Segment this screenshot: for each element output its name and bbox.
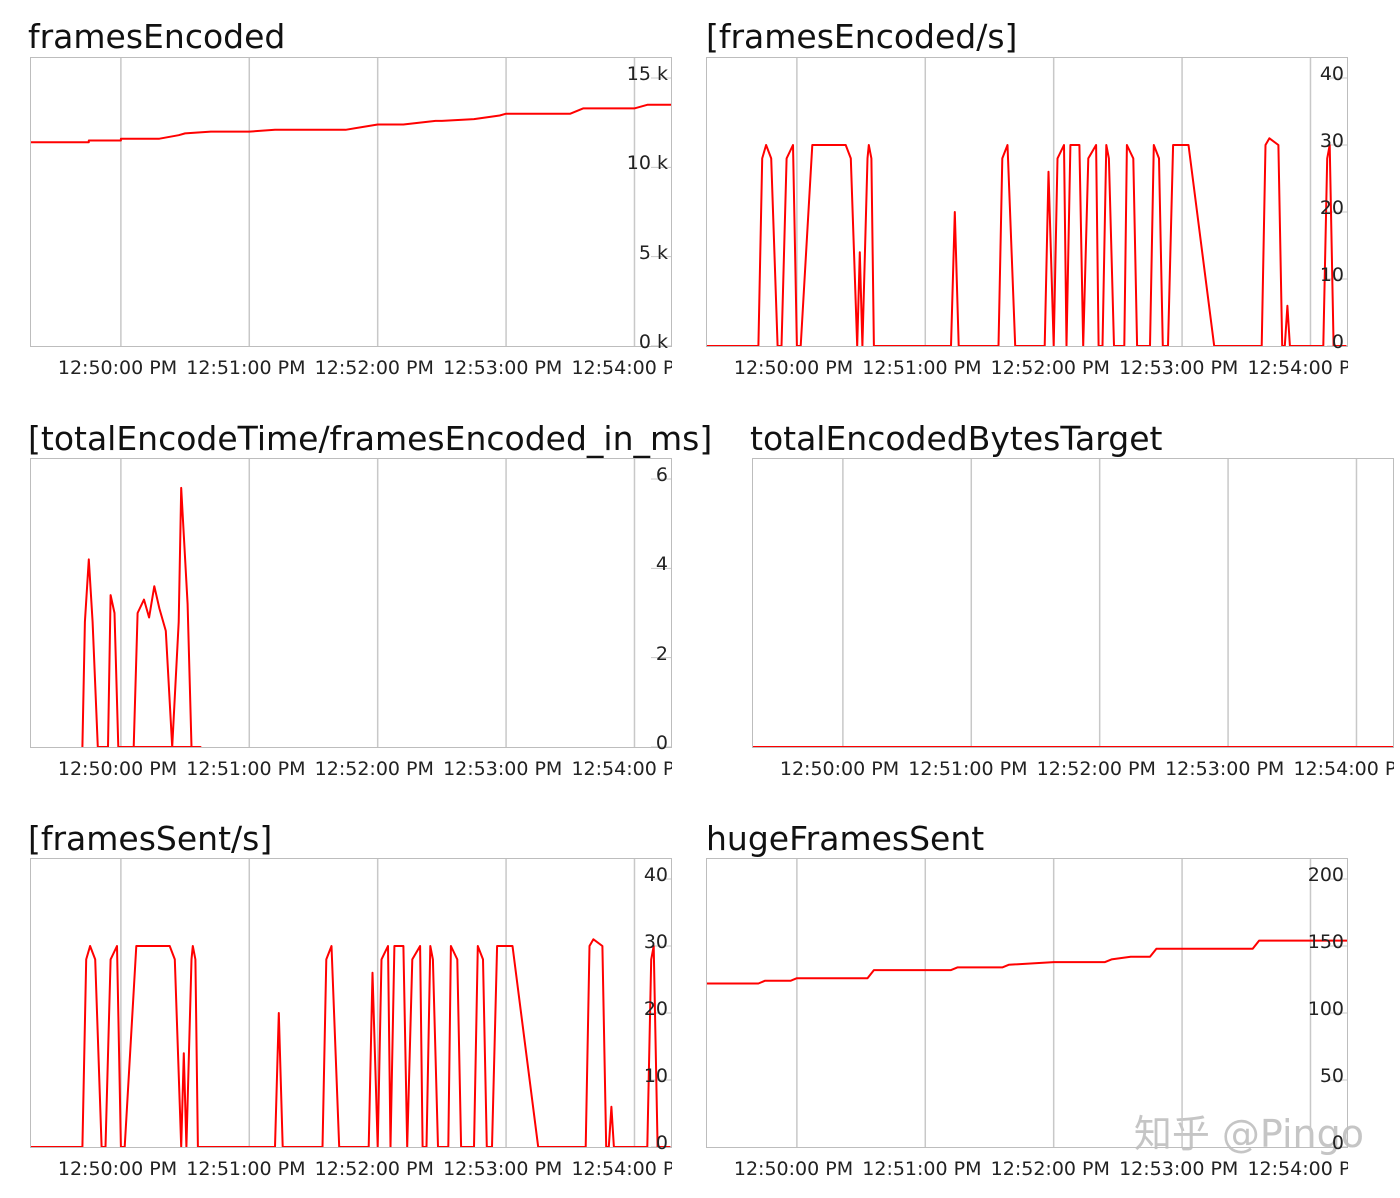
xtick-label: 12:50:00 PM: [57, 1160, 178, 1179]
series-line: [31, 938, 671, 1147]
ytick-label: 10: [1319, 264, 1344, 286]
chart-svg: [81, 459, 671, 747]
xtick-label: 12:50:00 PM: [733, 359, 854, 378]
series-line: [81, 486, 202, 747]
chart-svg: [707, 58, 1347, 346]
ytick-label: 200: [1307, 864, 1344, 886]
xtick-label: 12:53:00 PM: [1165, 760, 1285, 779]
xtick-label: 12:51:00 PM: [862, 359, 982, 378]
chart-title: totalEncodedBytesTarget: [750, 419, 1163, 458]
chart-svg: [31, 859, 671, 1147]
chart-title: framesEncoded: [28, 17, 286, 56]
xtick-label: 12:51:00 PM: [186, 1160, 306, 1179]
series-line: [31, 103, 671, 144]
plot-area: [706, 858, 1348, 1148]
ytick-label: 0: [1331, 1132, 1344, 1154]
chart-svg: [753, 459, 1393, 747]
watermark-text: 知乎 @Pingo: [1133, 1112, 1364, 1156]
xtick-label: 12:53:00 PM: [1119, 1160, 1239, 1179]
xtick-label: 12:52:00 PM: [314, 760, 434, 779]
ytick-label: 6: [655, 464, 668, 486]
xtick-label: 12:54:00 P: [571, 760, 672, 779]
xtick-label: 12:54:00 P: [1247, 1160, 1348, 1179]
xtick-label: 12:50:00 PM: [779, 760, 900, 779]
chart-svg: [707, 859, 1347, 1147]
xtick-label: 12:53:00 PM: [443, 359, 563, 378]
xtick-label: 12:51:00 PM: [862, 1160, 982, 1179]
plot-area: [30, 458, 672, 748]
ytick-label: 10: [643, 1065, 668, 1087]
chart-title: [framesEncoded/s]: [706, 17, 1018, 56]
ytick-label: 0: [655, 732, 668, 754]
chart-title: [framesSent/s]: [28, 819, 273, 858]
ytick-label: 5 k: [638, 241, 668, 264]
xtick-label: 12:50:00 PM: [57, 760, 178, 779]
ytick-label: 50: [1319, 1065, 1344, 1087]
xtick-label: 12:52:00 PM: [990, 1160, 1110, 1179]
chart-title: [totalEncodeTime/framesEncoded_in_ms]: [28, 419, 713, 458]
series-line: [707, 939, 1347, 985]
ytick-label: 4: [655, 553, 668, 576]
ytick-label: 20: [643, 998, 668, 1020]
series-line: [707, 137, 1347, 346]
ytick-label: 40: [1319, 63, 1344, 85]
xtick-label: 12:50:00 PM: [57, 359, 178, 378]
plot-area: [752, 458, 1394, 748]
ytick-label: 0: [1331, 331, 1344, 353]
xtick-label: 12:54:00 P: [1293, 760, 1394, 779]
xtick-label: 12:53:00 PM: [443, 760, 563, 779]
xtick-label: 12:50:00 PM: [733, 1160, 854, 1179]
xtick-label: 12:52:00 PM: [990, 359, 1110, 378]
xtick-label: 12:53:00 PM: [1119, 359, 1239, 378]
ytick-label: 10 k: [626, 152, 668, 175]
xtick-label: 12:54:00 P: [571, 1160, 672, 1179]
ytick-label: 30: [643, 931, 668, 953]
xtick-label: 12:53:00 PM: [443, 1160, 563, 1179]
xtick-label: 12:52:00 PM: [314, 359, 434, 378]
chart-title: hugeFramesSent: [706, 819, 985, 858]
xtick-label: 12:51:00 PM: [186, 359, 306, 378]
ytick-label: 15 k: [626, 63, 668, 85]
xtick-label: 12:52:00 PM: [1036, 760, 1156, 779]
ytick-label: 30: [1319, 130, 1344, 152]
plot-area: [706, 57, 1348, 347]
ytick-label: 0 k: [638, 331, 668, 353]
ytick-label: 150: [1307, 931, 1344, 953]
ytick-label: 40: [643, 864, 668, 886]
ytick-label: 100: [1307, 998, 1344, 1020]
ytick-label: 2: [655, 642, 668, 665]
xtick-label: 12:52:00 PM: [314, 1160, 434, 1179]
ytick-label: 0: [655, 1132, 668, 1154]
ytick-label: 20: [1319, 197, 1344, 219]
xtick-label: 12:54:00 P: [571, 359, 672, 378]
xtick-label: 12:51:00 PM: [908, 760, 1028, 779]
xtick-label: 12:54:00 P: [1247, 359, 1348, 378]
plot-area: [30, 57, 672, 347]
xtick-label: 12:51:00 PM: [186, 760, 306, 779]
plot-area: [30, 858, 672, 1148]
chart-svg: [31, 58, 671, 346]
